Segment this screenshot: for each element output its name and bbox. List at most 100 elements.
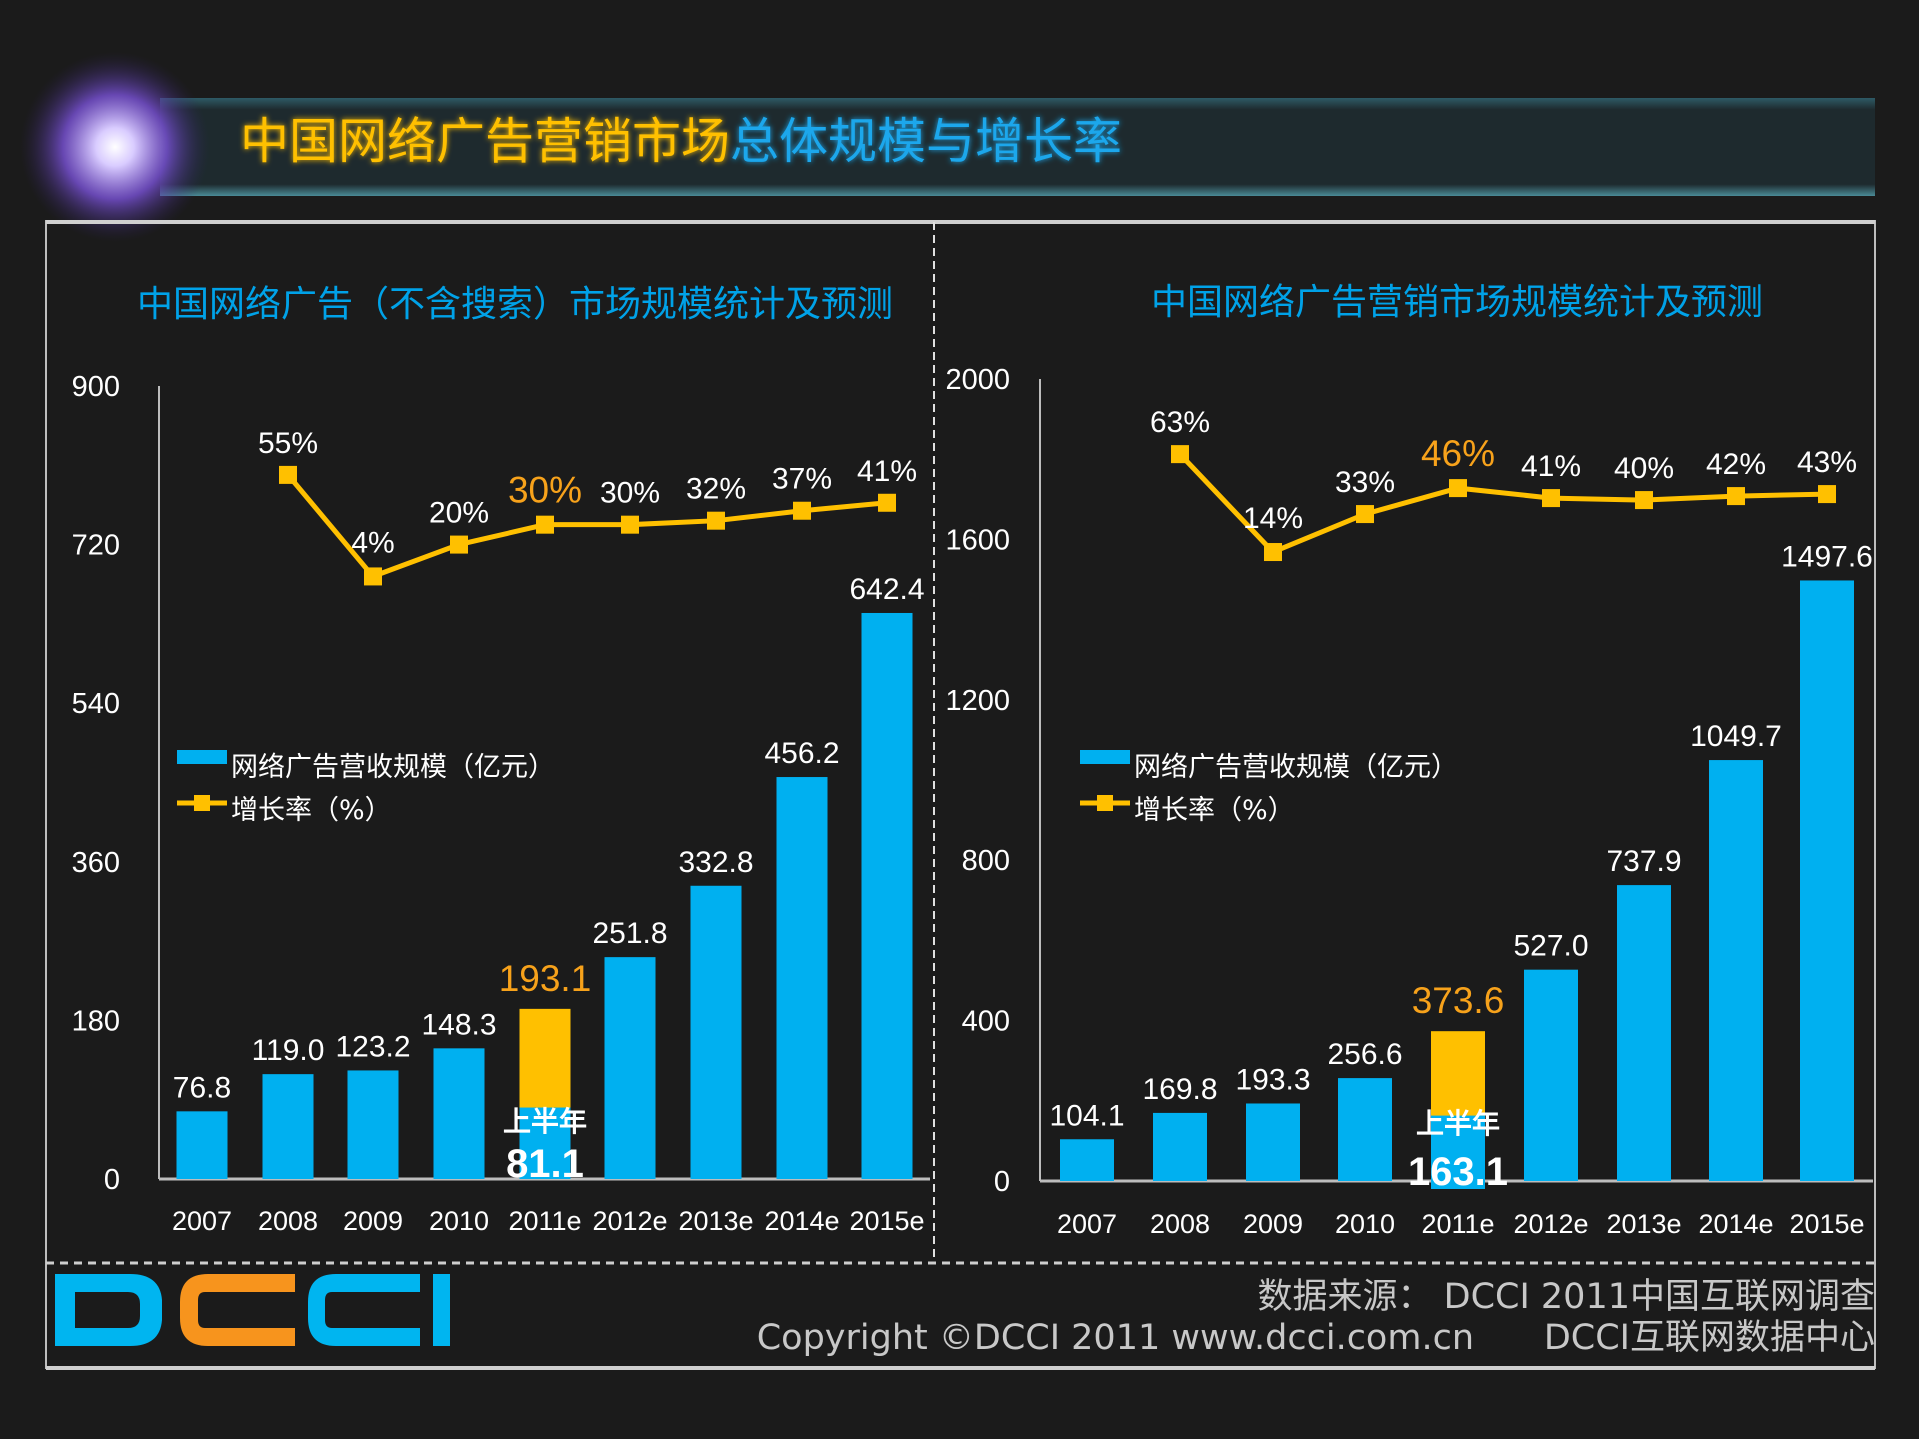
growth-rate-label: 14% — [1243, 502, 1303, 535]
growth-rate-label: 41% — [857, 455, 917, 488]
growth-rate-label: 41% — [1521, 450, 1581, 483]
bar-value-label: 193.1 — [499, 958, 592, 999]
growth-rate-label: 4% — [351, 526, 394, 559]
legend-label-bar: 网络广告营收规模（亿元） — [231, 752, 555, 783]
growth-rate-marker — [1542, 489, 1560, 508]
growth-rate-label: 46% — [1421, 433, 1495, 474]
x-tick-label: 2010 — [1335, 1209, 1395, 1239]
bar-2013e — [1617, 885, 1671, 1181]
page-title: 中国网络广告营销市场总体规模与增长率 — [240, 113, 1122, 170]
growth-rate-label: 33% — [1335, 466, 1395, 499]
x-tick-label: 2011e — [1421, 1209, 1494, 1239]
growth-rate-label: 55% — [258, 427, 318, 460]
chart-title: 中国网络广告营销市场规模统计及预测 — [1151, 282, 1763, 323]
growth-rate-label: 43% — [1797, 446, 1857, 479]
half-year-label: 上半年 — [1416, 1107, 1500, 1140]
growth-rate-marker — [707, 511, 725, 530]
growth-rate-marker — [793, 501, 811, 520]
x-tick-label: 2015e — [849, 1206, 924, 1236]
y-tick-label: 720 — [72, 530, 120, 562]
org-name: DCCI互联网数据中心 — [1544, 1318, 1875, 1358]
bar-value-label: 148.3 — [421, 1008, 496, 1041]
x-tick-label: 2013e — [678, 1206, 753, 1236]
bar-value-label: 104.1 — [1049, 1099, 1124, 1132]
growth-rate-label: 30% — [600, 477, 660, 510]
bar-2008 — [262, 1074, 314, 1179]
legend-label-bar: 网络广告营收规模（亿元） — [1134, 752, 1458, 783]
data-source: 数据来源： DCCI 2011中国互联网调查 — [1258, 1277, 1875, 1317]
bar-2015e — [1800, 580, 1854, 1181]
bar-value-label: 193.3 — [1235, 1063, 1310, 1096]
y-tick-label: 0 — [994, 1166, 1010, 1198]
y-tick-label: 1600 — [945, 524, 1010, 556]
page-title-part1: 中国网络广告营销市场 — [240, 113, 730, 170]
chart-right: 中国网络广告营销市场规模统计及预测 0 400 800 1200 1600 2000 104.… — [945, 282, 1873, 1239]
half-year-value: 81.1 — [506, 1142, 584, 1186]
bar-2015e — [861, 612, 913, 1179]
bar-value-label: 1049.7 — [1690, 720, 1782, 753]
growth-rate-marker — [878, 493, 896, 512]
bar-value-label: 456.2 — [764, 737, 839, 770]
y-tick-label: 800 — [962, 845, 1010, 877]
growth-rate-label: 42% — [1706, 448, 1766, 481]
dcci-logo — [55, 1274, 450, 1346]
bar-value-label: 1497.6 — [1781, 540, 1873, 573]
x-tick-label: 2011e — [508, 1206, 581, 1236]
y-tick-label: 1200 — [945, 685, 1010, 717]
x-tick-label: 2010 — [429, 1206, 489, 1236]
title-band — [160, 98, 1875, 196]
x-tick-label: 2007 — [172, 1206, 232, 1236]
legend-label-line: 增长率（%） — [1134, 795, 1295, 826]
y-tick-label: 540 — [72, 688, 120, 720]
legend-swatch-bar — [177, 750, 227, 764]
x-tick-label: 2012e — [592, 1206, 667, 1236]
bar-value-label: 169.8 — [1142, 1073, 1217, 1106]
growth-rate-line — [1178, 452, 1828, 555]
growth-rate-marker — [279, 465, 297, 484]
growth-rate-label: 37% — [772, 463, 832, 496]
bar-2014e — [776, 777, 828, 1179]
growth-rate-marker — [621, 515, 639, 534]
bar-2012e — [604, 957, 656, 1179]
copyright: Copyright ©DCCI 2011 www.dcci.com.cn — [757, 1318, 1474, 1358]
growth-rate-marker — [1727, 487, 1745, 506]
x-tick-label: 2012e — [1513, 1209, 1588, 1239]
growth-rate-marker — [1264, 543, 1282, 562]
x-tick-label: 2008 — [258, 1206, 318, 1236]
x-tick-label: 2007 — [1057, 1209, 1117, 1239]
bar-2012e — [1524, 969, 1578, 1181]
page-title-part2: 总体规模与增长率 — [730, 113, 1122, 170]
y-tick-label: 180 — [72, 1005, 120, 1037]
bar-value-label: 251.8 — [592, 917, 667, 950]
bar-value-label: 123.2 — [335, 1030, 410, 1063]
growth-rate-line — [286, 473, 888, 580]
growth-rate-marker — [364, 567, 382, 586]
star-burst-icon — [20, 52, 210, 242]
x-tick-label: 2008 — [1150, 1209, 1210, 1239]
growth-rate-marker — [1356, 505, 1374, 524]
growth-rate-marker — [1449, 479, 1467, 498]
bar-2010 — [433, 1048, 485, 1179]
chart-left: 中国网络广告（不含搜索）市场规模统计及预测 0 180 360 540 720 900 76.… — [72, 284, 930, 1236]
growth-rate-label: 40% — [1614, 452, 1674, 485]
chart-title: 中国网络广告（不含搜索）市场规模统计及预测 — [137, 284, 893, 325]
bar-2008 — [1153, 1112, 1207, 1181]
bar-half-year-2011e — [519, 1107, 571, 1179]
x-tick-label: 2013e — [1606, 1209, 1681, 1239]
bar-half-year-2011e — [1431, 1115, 1485, 1189]
growth-rate-label: 32% — [686, 473, 746, 506]
legend-swatch-marker — [194, 795, 210, 811]
bar-2013e — [690, 885, 742, 1179]
y-tick-label: 360 — [72, 847, 120, 879]
legend-swatch-bar — [1080, 750, 1130, 764]
y-tick-label: 900 — [72, 371, 120, 403]
legend-swatch-marker — [1097, 795, 1113, 811]
growth-rate-marker — [1171, 445, 1189, 464]
bar-2009 — [1246, 1103, 1300, 1181]
growth-rate-marker — [1635, 491, 1653, 510]
legend-label-line: 增长率（%） — [231, 795, 392, 826]
bar-value-label: 642.4 — [849, 573, 924, 606]
bar-value-label: 256.6 — [1327, 1038, 1402, 1071]
y-tick-label: 2000 — [945, 364, 1010, 396]
